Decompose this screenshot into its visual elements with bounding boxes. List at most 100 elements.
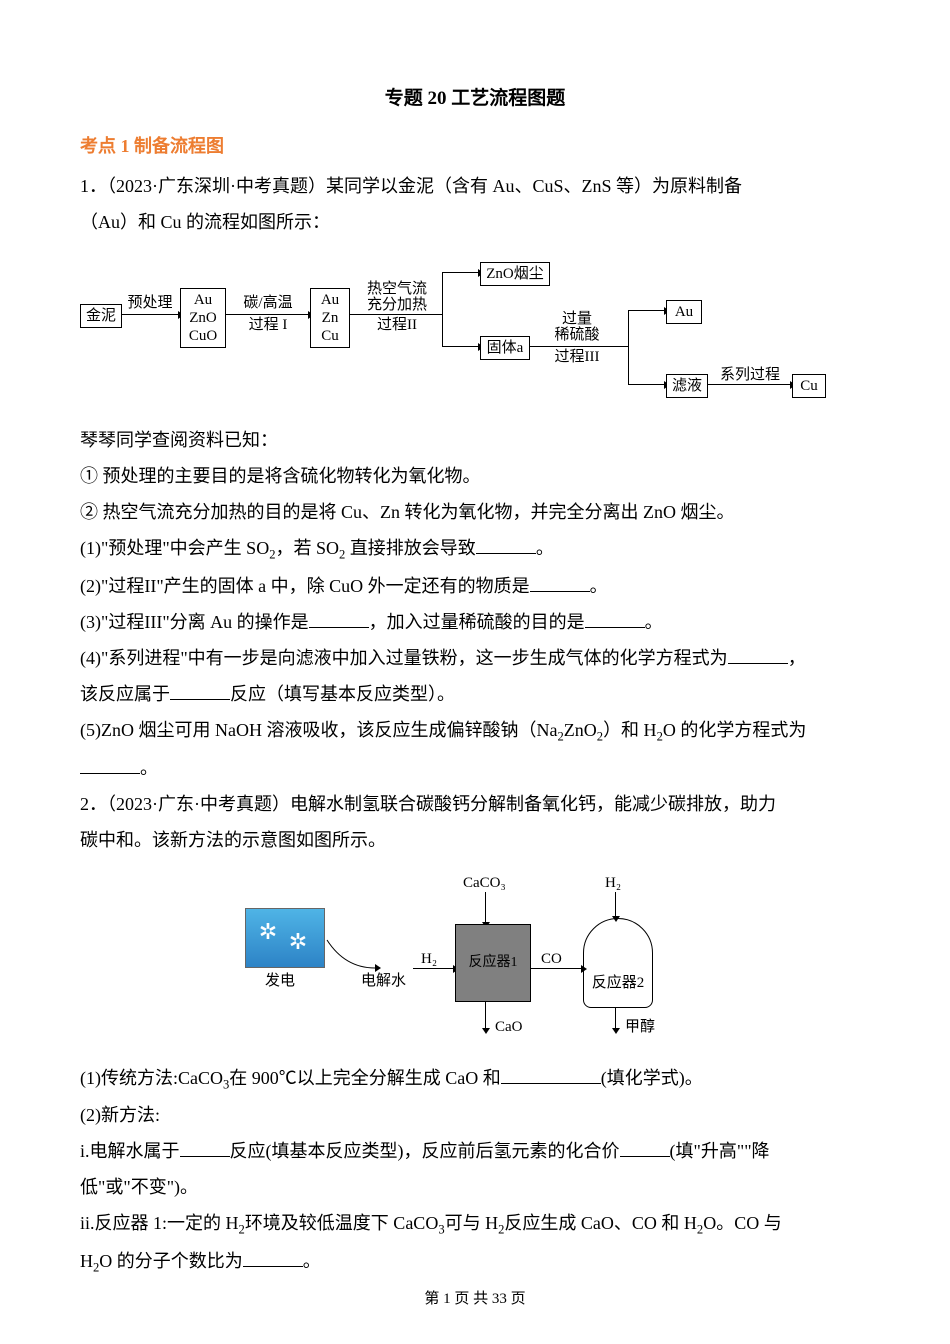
- q1-part4: (4)"系列进程"中有一步是向滤液中加入过量铁粉，这一步生成气体的化学方程式为，: [80, 640, 870, 676]
- blank: [243, 1247, 303, 1267]
- t: 。: [645, 612, 663, 632]
- blank: [180, 1138, 230, 1158]
- wind-power-box: ✲ ✲: [245, 908, 325, 968]
- t: Cu: [315, 327, 345, 345]
- label-co: CO: [541, 950, 562, 968]
- q1-part5b: 。: [80, 750, 870, 786]
- box-au: Au: [666, 300, 702, 324]
- q2-part2: (2)新方法:: [80, 1097, 870, 1133]
- blank: [80, 754, 140, 774]
- t: ，加入过量稀硫酸的目的是: [369, 612, 585, 632]
- box-cu: Cu: [792, 374, 826, 398]
- label-guocheng1: 过程 I: [232, 316, 304, 334]
- q1-part5: (5)ZnO 烟尘可用 NaOH 溶液吸收，该反应生成偏锌酸钠（Na2ZnO2）…: [80, 712, 870, 750]
- t: (1)传统方法:CaCO: [80, 1068, 223, 1088]
- t: 反应（填写基本反应类型）。: [230, 684, 455, 704]
- blank: [585, 608, 645, 628]
- label-h2-2: H₂: [605, 874, 621, 892]
- t: (填化学式)。: [601, 1068, 703, 1088]
- q2-part2i: i.电解水属于反应(填基本反应类型)，反应前后氢元素的化合价(填"升高""降: [80, 1133, 870, 1169]
- q1-part1: (1)"预处理"中会产生 SO2，若 SO2 直接排放会导致。: [80, 530, 870, 568]
- blank: [309, 608, 369, 628]
- q2-part1: (1)传统方法:CaCO3在 900℃以上完全分解生成 CaO 和(填化学式)。: [80, 1060, 870, 1098]
- t: 在 900℃以上完全分解生成 CaO 和: [229, 1068, 501, 1088]
- t: 反应(填基本反应类型)，反应前后氢元素的化合价: [230, 1141, 620, 1161]
- label-dianjie: 电解水: [361, 972, 406, 990]
- t: (3)"过程III"分离 Au 的操作是: [80, 612, 309, 632]
- blank: [620, 1138, 670, 1158]
- reactor2: 反应器2: [583, 918, 653, 1008]
- q2-intro-line1: 2．（2023·广东·中考真题）电解水制氢联合碳酸钙分解制备氧化钙，能减少碳排放…: [80, 786, 870, 822]
- t: 可与 H: [445, 1213, 499, 1233]
- t: O。CO 与: [703, 1213, 782, 1233]
- t: 。: [590, 576, 608, 596]
- q1-part2: (2)"过程II"产生的固体 a 中，除 CuO 外一定还有的物质是 。: [80, 568, 870, 604]
- q2-part2ii-b: H2O 的分子个数比为。: [80, 1243, 870, 1281]
- label-guocheng3: 过程III: [546, 348, 608, 366]
- box-guti: 固体a: [480, 336, 530, 360]
- label-jiachun: 甲醇: [625, 1018, 655, 1036]
- q1-intro-line1: 1．（2023·广东深圳·中考真题）某同学以金泥（含有 Au、CuS、ZnS 等…: [80, 168, 870, 204]
- page-title: 专题 20 工艺流程图题: [80, 80, 870, 118]
- q1-k1: ① 预处理的主要目的是将含硫化物转化为氧化物。: [80, 458, 870, 494]
- t: O 的分子个数比为: [99, 1251, 243, 1271]
- box-lvye: 滤液: [666, 374, 708, 398]
- t: ）和 H: [603, 720, 657, 740]
- t: ii.反应器 1:一定的 H: [80, 1213, 239, 1233]
- label-h2-1: H₂: [421, 950, 437, 968]
- blank: [476, 534, 536, 554]
- t: (填"升高""降: [670, 1141, 770, 1161]
- label-rekongqi2: 充分加热: [358, 296, 436, 314]
- blank: [170, 680, 230, 700]
- t: 反应器1: [456, 955, 530, 972]
- q1-part3: (3)"过程III"分离 Au 的操作是 ，加入过量稀硫酸的目的是 。: [80, 604, 870, 640]
- blank: [530, 572, 590, 592]
- t: 。: [536, 538, 554, 558]
- label-xilie: 系列过程: [712, 366, 788, 384]
- t: Au: [315, 291, 345, 309]
- label-cao: CaO: [495, 1018, 523, 1036]
- box-zno: ZnO烟尘: [480, 262, 550, 286]
- t: (5)ZnO 烟尘可用 NaOH 溶液吸收，该反应生成偏锌酸钠（Na: [80, 720, 557, 740]
- label-tan: 碳/高温: [232, 294, 304, 312]
- page-footer: 第 1 页 共 33 页: [0, 1284, 950, 1314]
- blank: [728, 644, 788, 664]
- t: H: [80, 1251, 93, 1271]
- flowchart-1: 金泥 预处理 Au ZnO CuO 碳/高温 过程 I Au Zn Cu 热空气…: [80, 254, 870, 414]
- box-mix2: Au Zn Cu: [310, 288, 350, 348]
- t: CuO: [185, 327, 221, 345]
- t: Zn: [315, 309, 345, 327]
- t: 。: [303, 1251, 321, 1271]
- q2-part2ii: ii.反应器 1:一定的 H2环境及较低温度下 CaCO3可与 H2反应生成 C…: [80, 1205, 870, 1243]
- t: ，: [788, 648, 806, 668]
- section-header: 考点 1 制备流程图: [80, 128, 870, 164]
- t: 。: [140, 758, 158, 778]
- label-xiliusuan: 稀硫酸: [546, 326, 608, 344]
- t: 反应器2: [584, 974, 652, 992]
- t: (2)"过程II"产生的固体 a 中，除 CuO 外一定还有的物质是: [80, 576, 530, 596]
- q1-k2: ② 热空气流充分加热的目的是将 Cu、Zn 转化为氧化物，并完全分离出 ZnO …: [80, 494, 870, 530]
- q1-known: 琴琴同学查阅资料已知：: [80, 422, 870, 458]
- t: ZnO: [185, 309, 221, 327]
- t: (1)"预处理"中会产生 SO: [80, 538, 269, 558]
- label-fadian: 发电: [265, 972, 295, 990]
- q1-intro-line2: （Au）和 Cu 的流程如图所示：: [80, 204, 870, 240]
- reactor1: 反应器1: [455, 924, 531, 1002]
- flowchart-2: ✲ ✲ 发电 电解水 H₂ CaCO₃ 反应器1 CaO CO H₂ 反应器2 …: [245, 868, 705, 1048]
- box-mix1: Au ZnO CuO: [180, 288, 226, 348]
- blank: [501, 1064, 601, 1084]
- box-jinni: 金泥: [80, 304, 122, 328]
- t: ZnO: [564, 720, 597, 740]
- q2-part2i-b: 低"或"不变")。: [80, 1169, 870, 1205]
- label-caco3: CaCO₃: [463, 874, 506, 892]
- t: 反应生成 CaO、CO 和 H: [504, 1213, 697, 1233]
- t: O 的化学方程式为: [663, 720, 807, 740]
- t: 环境及较低温度下 CaCO: [245, 1213, 439, 1233]
- t: Au: [185, 291, 221, 309]
- t: ，若 SO: [276, 538, 340, 558]
- t: 直接排放会导致: [345, 538, 476, 558]
- t: 该反应属于: [80, 684, 170, 704]
- label-yuchuli: 预处理: [124, 294, 176, 312]
- label-guocheng2: 过程II: [358, 316, 436, 334]
- q1-part4b: 该反应属于 反应（填写基本反应类型）。: [80, 676, 870, 712]
